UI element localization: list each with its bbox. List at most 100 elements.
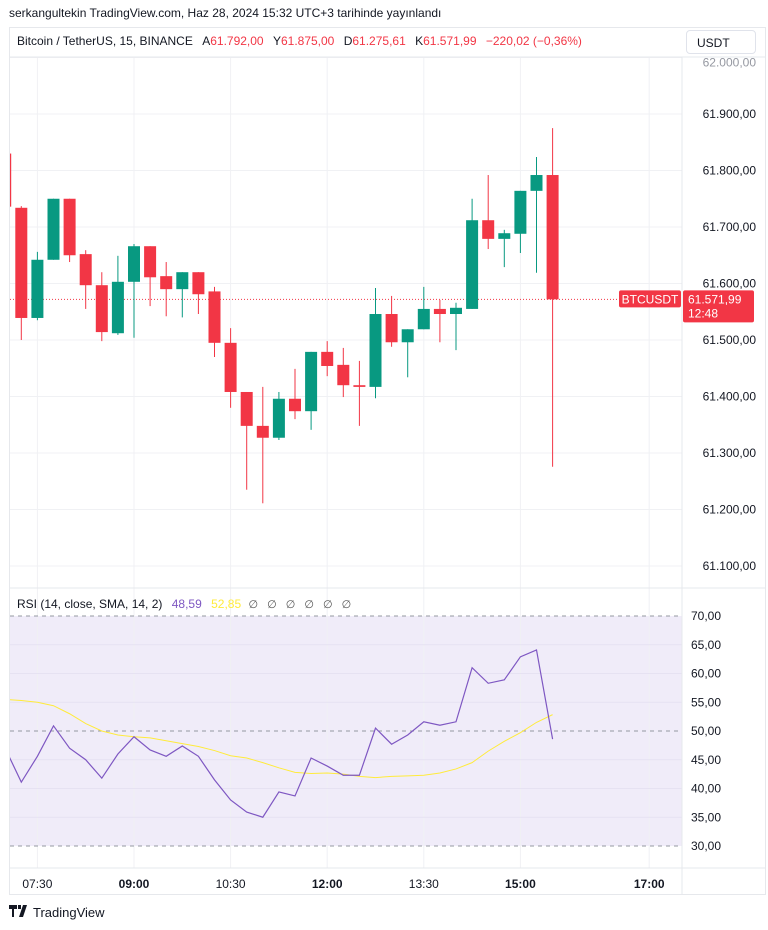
candle-down <box>385 295 398 347</box>
candle-up <box>31 251 44 321</box>
rsi-legend: RSI (14, close, SMA, 14, 2) 48,59 52,85 … <box>17 597 354 611</box>
chart-frame <box>9 27 766 895</box>
currency-button[interactable]: USDT <box>686 30 756 54</box>
candle-body <box>466 220 479 309</box>
candle-down <box>144 246 157 307</box>
low-label: D <box>343 34 353 48</box>
candle-body <box>256 425 269 438</box>
low-value: 61.275,61 <box>352 34 406 48</box>
candle-body <box>337 364 350 386</box>
candle-down <box>321 341 334 377</box>
price-axis-label: 61.900,00 <box>703 107 757 121</box>
candle-body <box>401 329 414 343</box>
symbol-tag-bg <box>619 290 681 308</box>
symbol-legend: Bitcoin / TetherUS, 15, BINANCE A61.792,… <box>17 34 582 48</box>
candle-up <box>369 288 382 399</box>
candle-body <box>417 308 430 330</box>
candle-down <box>256 386 269 504</box>
open-value: 61.792,00 <box>210 34 264 48</box>
candle-body <box>369 314 382 387</box>
rsi-sma-value: 52,85 <box>211 597 242 611</box>
rsi-axis-label: 60,00 <box>691 667 721 681</box>
rsi-sma-line <box>10 699 553 779</box>
candle-body <box>289 398 301 412</box>
time-axis-label: 12:00 <box>312 877 343 891</box>
close-label: K <box>415 34 424 48</box>
price-axis-label: 61.600,00 <box>703 277 757 291</box>
candle-down <box>289 368 301 420</box>
candle-up <box>272 391 285 441</box>
candle-up <box>450 302 462 351</box>
candle-up <box>111 255 124 335</box>
rsi-axis-label: 65,00 <box>691 638 721 652</box>
rsi-axis-label: 50,00 <box>691 724 721 738</box>
candle-up <box>466 198 479 309</box>
candle-up <box>514 190 527 253</box>
candle-down <box>208 286 221 357</box>
rsi-axis-label: 30,00 <box>691 839 721 853</box>
candle-up <box>530 156 543 273</box>
change-value: −220,02 (−0,36%) <box>485 34 582 48</box>
rsi-axis-label: 55,00 <box>691 695 721 709</box>
price-axis-label: 61.500,00 <box>703 333 757 347</box>
candle-body <box>450 307 462 315</box>
candle-up <box>401 329 414 378</box>
candle-down <box>79 250 92 309</box>
candle-down <box>95 272 108 342</box>
rsi-axis-label: 40,00 <box>691 782 721 796</box>
last-price-label: 61.571,99 <box>688 292 742 306</box>
candle-body <box>31 259 44 318</box>
candle-body <box>321 351 334 366</box>
price-axis-label: 62.000,00 <box>703 56 757 70</box>
price-axis-label: 61.100,00 <box>703 559 757 573</box>
rsi-title: RSI (14, close, SMA, 14, 2) <box>17 597 163 611</box>
candle-body <box>176 272 189 290</box>
candle-body <box>272 398 285 438</box>
bar-countdown: 12:48 <box>688 306 718 320</box>
symbol-tag: BTCUSDT <box>622 292 679 306</box>
price-axis-label: 61.800,00 <box>703 164 757 178</box>
candle-body <box>192 272 205 295</box>
candle-body <box>482 220 495 239</box>
price-tag-bg <box>683 290 754 323</box>
tradingview-logo-icon <box>9 905 29 920</box>
time-axis-label: 10:30 <box>216 877 246 891</box>
candle-down <box>482 175 495 250</box>
rsi-value: 48,59 <box>171 597 202 611</box>
price-axis-label: 61.700,00 <box>703 220 757 234</box>
time-axis-label: 15:00 <box>505 877 536 891</box>
candle-down <box>337 347 350 398</box>
time-axis-label: 09:00 <box>119 877 150 891</box>
tradingview-logo[interactable]: TradingView <box>9 905 105 920</box>
candle-body <box>530 175 543 191</box>
high-value: 61.875,00 <box>280 34 335 48</box>
candle-down <box>546 128 559 467</box>
candle-body <box>514 190 527 234</box>
high-label: Y <box>272 34 281 48</box>
candle-up <box>176 272 189 318</box>
candle-body <box>15 207 28 318</box>
candle-down <box>160 262 173 317</box>
candle-body <box>498 233 511 239</box>
candle-down <box>240 391 253 490</box>
tradingview-brand: TradingView <box>33 905 105 920</box>
price-axis-label: 61.400,00 <box>703 390 757 404</box>
candle-down <box>63 198 76 263</box>
candle-body <box>385 314 398 343</box>
candle-down <box>15 206 28 340</box>
candle-body <box>240 391 253 426</box>
candles <box>10 128 559 504</box>
rsi-lines <box>10 649 554 818</box>
candle-down <box>433 299 446 343</box>
candle-down <box>192 272 205 315</box>
candle-body <box>208 291 221 343</box>
candle-body <box>433 308 446 315</box>
candle-body <box>144 246 157 278</box>
candle-up <box>128 243 140 338</box>
time-axis-label: 17:00 <box>634 877 665 891</box>
candle-down <box>224 328 237 408</box>
rsi-axis-label: 70,00 <box>691 609 721 623</box>
candle-body <box>160 276 173 290</box>
